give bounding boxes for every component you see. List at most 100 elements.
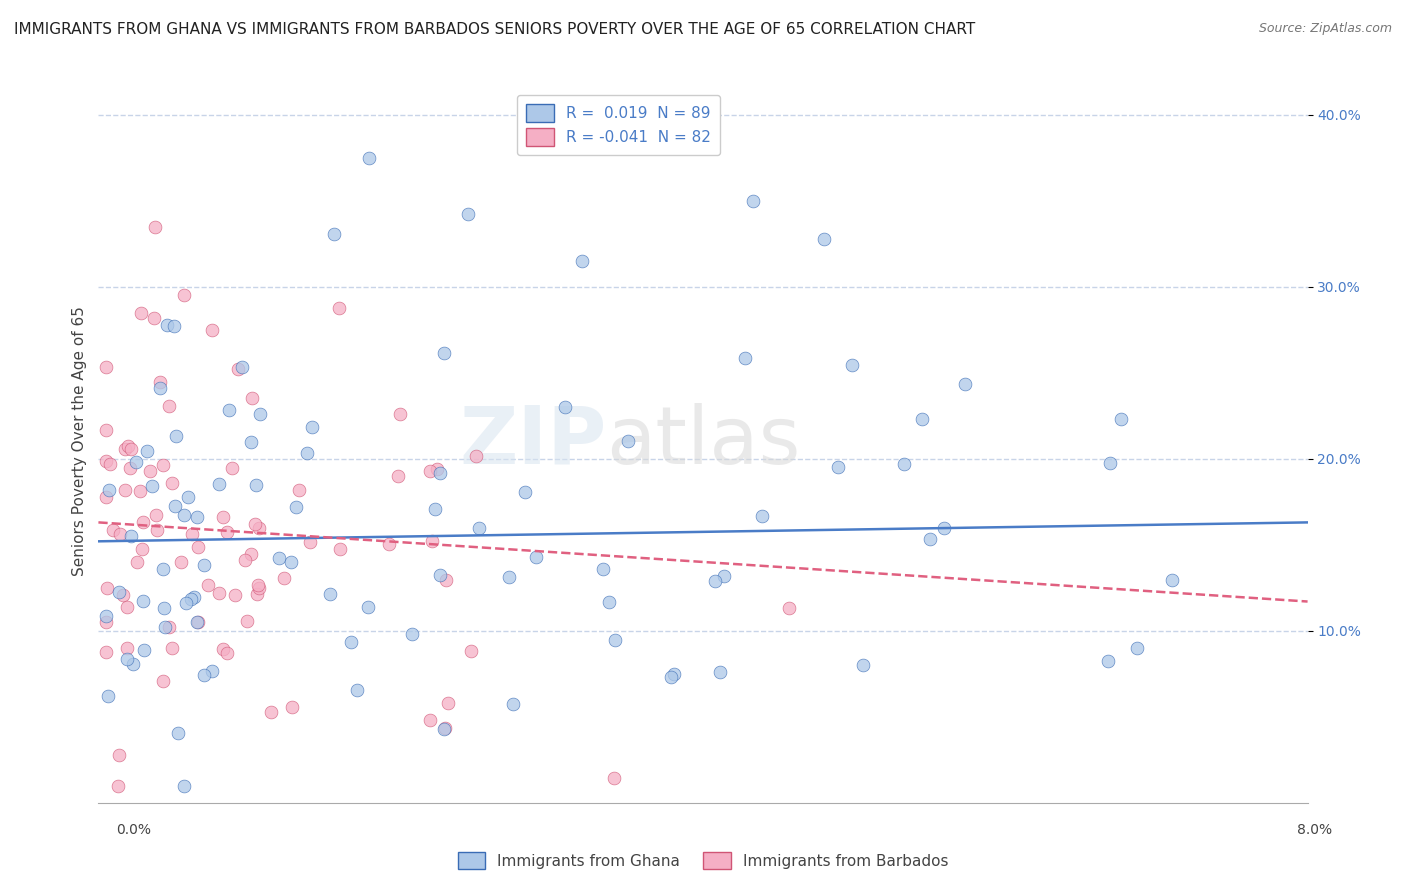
Point bbox=[603, 633, 626, 648]
Point bbox=[129, 484, 152, 499]
Point bbox=[160, 641, 183, 656]
Point bbox=[299, 534, 322, 549]
Point bbox=[554, 400, 576, 414]
Point bbox=[131, 515, 153, 529]
Point bbox=[357, 151, 380, 165]
Point bbox=[329, 541, 352, 556]
Point bbox=[218, 402, 240, 417]
Point bbox=[149, 376, 172, 390]
Text: Source: ZipAtlas.com: Source: ZipAtlas.com bbox=[1258, 22, 1392, 36]
Point bbox=[603, 771, 626, 785]
Point bbox=[709, 665, 731, 679]
Point bbox=[173, 288, 195, 302]
Point bbox=[201, 323, 224, 337]
Y-axis label: Seniors Poverty Over the Age of 65: Seniors Poverty Over the Age of 65 bbox=[72, 307, 87, 576]
Point bbox=[436, 573, 458, 587]
Point bbox=[94, 615, 117, 629]
Point bbox=[932, 521, 955, 535]
Point bbox=[153, 601, 176, 615]
Point bbox=[239, 434, 262, 449]
Point bbox=[1109, 412, 1132, 426]
Point bbox=[269, 551, 291, 566]
Point bbox=[233, 553, 256, 567]
Point bbox=[103, 523, 125, 537]
Point bbox=[401, 627, 423, 641]
Point bbox=[152, 562, 174, 576]
Point bbox=[173, 508, 195, 522]
Point bbox=[96, 581, 118, 595]
Point bbox=[429, 567, 451, 582]
Point bbox=[592, 562, 614, 576]
Point bbox=[211, 509, 233, 524]
Point bbox=[115, 599, 138, 614]
Text: 8.0%: 8.0% bbox=[1298, 823, 1331, 837]
Point bbox=[284, 500, 307, 514]
Point bbox=[260, 705, 283, 719]
Point bbox=[659, 670, 682, 684]
Legend: R =  0.019  N = 89, R = -0.041  N = 82: R = 0.019 N = 89, R = -0.041 N = 82 bbox=[517, 95, 720, 155]
Point bbox=[598, 595, 620, 609]
Point bbox=[288, 483, 311, 498]
Point bbox=[212, 642, 235, 657]
Point bbox=[422, 533, 444, 548]
Point bbox=[1161, 573, 1184, 587]
Point bbox=[152, 673, 174, 688]
Text: 0.0%: 0.0% bbox=[117, 823, 150, 837]
Point bbox=[281, 699, 304, 714]
Point bbox=[121, 657, 143, 671]
Point bbox=[135, 444, 157, 458]
Point bbox=[97, 689, 120, 703]
Point bbox=[243, 517, 266, 532]
Point bbox=[149, 381, 172, 395]
Point bbox=[224, 588, 246, 602]
Point bbox=[131, 541, 153, 556]
Point bbox=[436, 697, 458, 711]
Point bbox=[221, 460, 243, 475]
Point bbox=[193, 558, 215, 573]
Point bbox=[215, 646, 238, 660]
Point bbox=[94, 645, 117, 659]
Point bbox=[323, 227, 346, 241]
Point bbox=[208, 586, 231, 600]
Point bbox=[827, 460, 849, 475]
Point bbox=[98, 458, 121, 472]
Point bbox=[893, 458, 915, 472]
Point bbox=[340, 634, 363, 648]
Point bbox=[98, 483, 121, 497]
Point bbox=[134, 642, 156, 657]
Point bbox=[524, 549, 547, 564]
Point bbox=[617, 434, 640, 449]
Point bbox=[162, 476, 184, 491]
Point bbox=[1126, 640, 1149, 655]
Point bbox=[96, 454, 118, 468]
Point bbox=[183, 591, 205, 605]
Point bbox=[115, 652, 138, 666]
Text: atlas: atlas bbox=[606, 402, 800, 481]
Point bbox=[177, 490, 200, 504]
Point bbox=[166, 726, 188, 740]
Point bbox=[215, 525, 238, 540]
Point bbox=[346, 682, 368, 697]
Point bbox=[419, 464, 441, 478]
Point bbox=[502, 697, 524, 711]
Point bbox=[433, 721, 456, 735]
Legend: Immigrants from Ghana, Immigrants from Barbados: Immigrants from Ghana, Immigrants from B… bbox=[451, 846, 955, 875]
Point bbox=[169, 555, 191, 569]
Point bbox=[247, 521, 270, 535]
Point bbox=[138, 464, 160, 478]
Point bbox=[129, 305, 152, 319]
Point bbox=[181, 527, 204, 541]
Point bbox=[468, 521, 491, 535]
Point bbox=[166, 429, 188, 443]
Point bbox=[108, 527, 131, 541]
Point bbox=[156, 318, 179, 333]
Point bbox=[107, 585, 129, 599]
Point bbox=[429, 466, 451, 480]
Point bbox=[247, 581, 270, 595]
Point bbox=[911, 412, 934, 426]
Point bbox=[107, 748, 129, 763]
Point bbox=[571, 253, 593, 268]
Point bbox=[187, 615, 209, 629]
Point bbox=[464, 449, 486, 463]
Point bbox=[143, 310, 166, 325]
